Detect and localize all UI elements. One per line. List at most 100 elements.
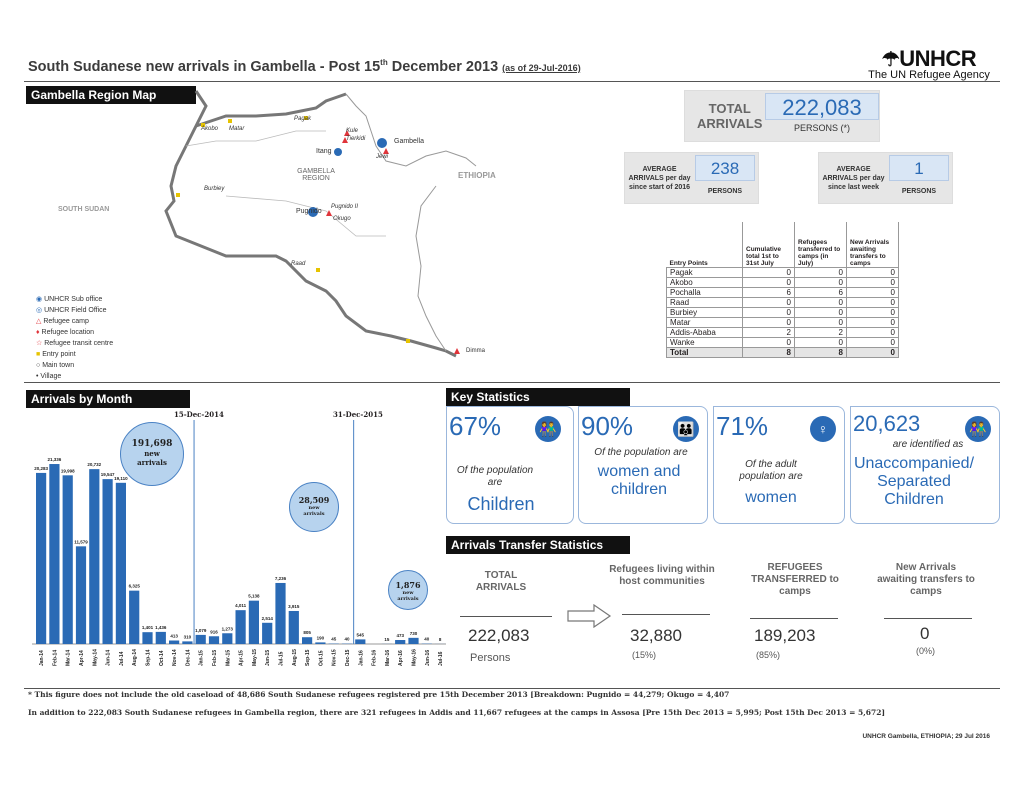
bar bbox=[49, 464, 60, 644]
x-tick-label: Jul-16 bbox=[438, 651, 444, 666]
place-label: Kule bbox=[346, 128, 359, 134]
refugee-camp-icon: △ bbox=[36, 318, 42, 325]
table-cell: 0 bbox=[742, 336, 795, 348]
x-tick-label: Apr-14 bbox=[79, 650, 85, 666]
x-tick-label: Dec-14 bbox=[185, 649, 191, 666]
bar-value-label: 1,436 bbox=[155, 625, 167, 630]
avg-week-box: AVERAGE ARRIVALS per day since last week… bbox=[818, 152, 953, 204]
x-tick-label: Jun-14 bbox=[106, 650, 112, 666]
bar bbox=[235, 610, 246, 644]
bar bbox=[182, 641, 193, 644]
sub-office-icon: ◉ bbox=[36, 296, 43, 303]
children-icon: 👫 bbox=[535, 416, 561, 442]
x-tick-label: Mar-14 bbox=[66, 650, 72, 666]
bar-value-label: 545 bbox=[357, 632, 365, 637]
table-cell: 0 bbox=[794, 336, 847, 348]
entry-point-name: Pochalla bbox=[666, 286, 743, 298]
bar bbox=[288, 610, 299, 644]
transfer-heading: Arrivals Transfer Statistics bbox=[446, 536, 630, 554]
region-label: GAMBELLA REGION bbox=[297, 168, 335, 182]
avg-start-box: AVERAGE ARRIVALS per day since start of … bbox=[624, 152, 759, 204]
x-tick-label: May-15 bbox=[252, 649, 258, 666]
bar-value-label: 45 bbox=[331, 637, 337, 642]
bar-value-label: 473 bbox=[396, 633, 404, 638]
table-cell: 2 bbox=[742, 326, 795, 338]
host-community-label: Refugees living within host communities bbox=[609, 564, 715, 587]
bar bbox=[169, 640, 180, 644]
bar bbox=[155, 631, 166, 644]
bar-value-label: 2,514 bbox=[262, 616, 274, 621]
entry-point-name: Addis-Ababa bbox=[666, 326, 743, 338]
bubble-2014: 191,698 new arrivals bbox=[120, 422, 184, 486]
x-tick-label: Jun-15 bbox=[265, 650, 271, 666]
unhcr-emblem-icon: ☂ bbox=[881, 49, 900, 71]
stat-card-women-children: 90% 👪 Of the population are women and ch… bbox=[578, 406, 708, 524]
unhcr-logo: ☂UNHCR The UN Refugee Agency bbox=[868, 46, 990, 81]
arrivals-chart-svg: 20,283 Jan-14 21,336 Feb-14 19,998 Mar-14 11,5… bbox=[32, 420, 449, 666]
table-total-row: Total 8 8 0 bbox=[666, 346, 899, 358]
x-tick-label: Oct-14 bbox=[159, 650, 165, 666]
place-label: Okugo bbox=[333, 216, 351, 222]
x-tick-label: Sep-14 bbox=[146, 649, 152, 666]
table-cell: 0 bbox=[846, 326, 899, 338]
bar bbox=[275, 582, 286, 644]
bar-value-label: 21,336 bbox=[48, 457, 62, 462]
table-cell: 2 bbox=[794, 326, 847, 338]
x-tick-label: Feb-15 bbox=[212, 650, 218, 666]
table-cell: 0 bbox=[846, 316, 899, 328]
table-cell: 6 bbox=[742, 286, 795, 298]
avg-week-value: 1 bbox=[889, 155, 949, 181]
bar bbox=[195, 634, 206, 644]
transferred-label: REFUGEES TRANSFERRED to camps bbox=[751, 562, 839, 597]
bar bbox=[248, 600, 259, 644]
x-tick-label: Aug-15 bbox=[292, 649, 298, 666]
transit-centre-icon: ☆ bbox=[36, 340, 43, 347]
bar bbox=[89, 469, 100, 644]
x-tick-label: Dec-15 bbox=[345, 649, 351, 666]
bar bbox=[129, 590, 140, 644]
bar-value-label: 413 bbox=[170, 634, 178, 639]
table-cell: 0 bbox=[794, 276, 847, 288]
entry-point-name: Matar bbox=[666, 316, 743, 328]
total-arrivals-label: TOTAL ARRIVALS bbox=[475, 570, 527, 593]
bar-value-label: 11,579 bbox=[74, 539, 88, 544]
refugee-location-icon: ♦ bbox=[36, 329, 40, 336]
table-row: Pagak 0 0 0 bbox=[666, 266, 899, 278]
bar-value-label: 20,283 bbox=[34, 466, 48, 471]
place-label: Matar bbox=[229, 126, 245, 132]
woman-icon: ♀ bbox=[810, 416, 836, 442]
awaiting-label: New Arrivals awaiting transfers to camps bbox=[877, 562, 975, 597]
field-office-icon: ◎ bbox=[36, 307, 43, 314]
bar-value-label: 40 bbox=[424, 637, 430, 642]
marker-dec-2015: 31-Dec-2015 bbox=[333, 410, 383, 419]
bar bbox=[115, 482, 126, 644]
bar bbox=[262, 622, 273, 644]
bar-value-label: 40 bbox=[344, 637, 350, 642]
place-label: Pagak bbox=[294, 116, 312, 122]
table-cell: 0 bbox=[846, 266, 899, 278]
bar-value-label: 6,325 bbox=[129, 584, 141, 589]
bar-value-label: 15 bbox=[384, 637, 390, 642]
page-title: South Sudanese new arrivals in Gambella … bbox=[28, 58, 581, 75]
bar bbox=[355, 639, 366, 644]
transferred-value: 189,203 bbox=[754, 626, 816, 645]
bar-value-label: 310 bbox=[184, 634, 192, 639]
x-tick-label: Apr-16 bbox=[398, 650, 404, 666]
stat-card-unaccompanied: 20,623 👫 are identified as Unaccompanied… bbox=[850, 406, 1000, 524]
table-cell: 0 bbox=[846, 306, 899, 318]
x-tick-label: Mar-16 bbox=[385, 650, 391, 666]
x-tick-label: May-16 bbox=[412, 649, 418, 666]
bar bbox=[62, 475, 73, 644]
entry-point-name: Wanke bbox=[666, 336, 743, 348]
place-label: Pugnido II bbox=[331, 204, 359, 210]
table-cell: 0 bbox=[846, 276, 899, 288]
bar bbox=[102, 479, 113, 644]
table-cell: 0 bbox=[846, 286, 899, 298]
x-tick-label: Jan-15 bbox=[199, 650, 205, 666]
place-label: Itang bbox=[316, 148, 332, 155]
table-cell: 0 bbox=[742, 276, 795, 288]
source-note: UNHCR Gambella, ETHIOPIA; 29 Jul 2016 bbox=[862, 733, 990, 740]
place-label: Burbiey bbox=[204, 186, 225, 192]
x-tick-label: Mar-15 bbox=[225, 650, 231, 666]
bar-value-label: 3,915 bbox=[288, 604, 300, 609]
